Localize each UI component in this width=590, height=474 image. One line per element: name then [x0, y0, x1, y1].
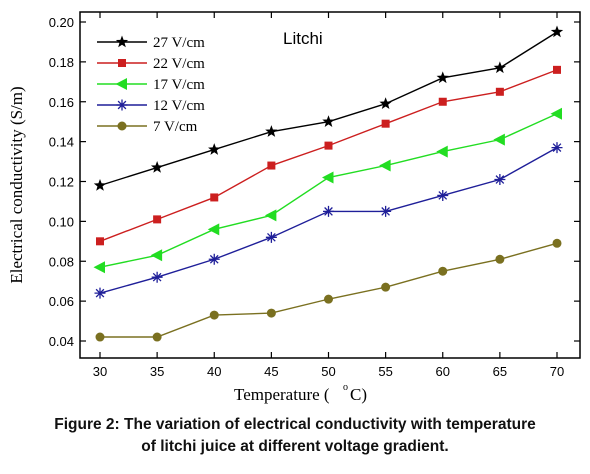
data-point: [380, 205, 392, 217]
x-tick-label: 55: [378, 364, 392, 379]
series-line-2: [99, 113, 558, 268]
data-point: [324, 141, 333, 150]
y-axis-label: Electrical conductivity (S/m): [7, 86, 26, 283]
data-point: [550, 107, 562, 120]
data-point: [436, 71, 449, 84]
series-line-3: [99, 146, 558, 294]
data-point: [267, 161, 276, 170]
chart-annotation: Litchi: [283, 29, 323, 48]
y-tick-label: 0.18: [49, 55, 74, 70]
data-point: [266, 308, 276, 318]
data-point: [552, 238, 562, 248]
y-tick-label: 0.04: [49, 334, 74, 349]
line-chart: 30 35 40 45 50 55 60 65 70 0.04 0.06 0.08 0.10 0.12 0.…: [7, 11, 581, 404]
y-tick-label: 0.12: [49, 175, 74, 190]
y-tick-label: 0.16: [49, 95, 74, 110]
data-point: [493, 133, 505, 146]
legend-label: 27 V/cm: [153, 35, 205, 51]
x-tick-label: 45: [264, 364, 278, 379]
legend-label: 7 V/cm: [153, 119, 198, 135]
data-point: [151, 271, 163, 283]
data-point: [493, 61, 507, 74]
data-point: [96, 237, 104, 246]
data-point: [553, 65, 561, 74]
y-tick-label: 0.08: [49, 254, 74, 269]
y-tick-label: 0.20: [49, 15, 74, 30]
legend-label: 17 V/cm: [153, 77, 205, 93]
x-tick-label: 40: [207, 364, 221, 379]
y-tick-label: 0.14: [49, 135, 74, 150]
data-point: [265, 125, 278, 137]
y-tick-label: 0.06: [49, 294, 74, 309]
data-point: [265, 231, 277, 243]
data-point: [153, 215, 162, 224]
data-point: [550, 25, 564, 38]
data-point: [210, 193, 219, 202]
data-point: [437, 189, 449, 201]
x-axis-label-degree: o: [343, 382, 348, 393]
data-point: [436, 145, 448, 158]
legend-marker: [115, 78, 127, 90]
data-point: [495, 254, 505, 264]
data-point: [95, 332, 105, 342]
x-tick-label: 65: [493, 364, 507, 379]
x-axis-label: Temperature (: [234, 385, 330, 404]
data-point: [209, 310, 219, 320]
data-point: [93, 178, 107, 191]
data-point: [152, 332, 162, 342]
legend-label: 22 V/cm: [153, 56, 205, 72]
data-point: [438, 266, 448, 276]
data-point: [93, 261, 105, 274]
data-point: [264, 209, 277, 222]
legend-marker: [115, 35, 129, 48]
legend-label: 12 V/cm: [153, 98, 205, 114]
data-point: [379, 159, 391, 172]
data-point: [322, 171, 334, 184]
x-tick-label: 50: [321, 364, 335, 379]
y-tick-label: 0.10: [49, 214, 74, 229]
legend-marker: [116, 99, 128, 111]
legend-marker: [118, 59, 126, 67]
data-point: [323, 205, 334, 217]
caption-line-1: Figure 2: The variation of electrical co…: [54, 416, 536, 433]
data-point: [150, 161, 164, 173]
data-point: [324, 294, 333, 304]
data-point: [379, 97, 392, 109]
figure-caption: Figure 2: The variation of electrical co…: [0, 414, 590, 458]
plot-frame: [79, 11, 581, 359]
data-point: [494, 174, 506, 186]
data-point: [551, 142, 563, 154]
x-tick-label: 70: [550, 364, 564, 379]
data-point: [381, 119, 390, 128]
data-point: [495, 87, 504, 96]
legend-marker: [117, 121, 127, 131]
data-point: [322, 115, 335, 127]
x-tick-label: 30: [93, 364, 107, 379]
x-tick-label: 35: [150, 364, 164, 379]
series-line-4: [100, 242, 558, 338]
caption-line-2: of litchi juice at different voltage gra…: [141, 438, 449, 455]
data-point: [150, 249, 163, 262]
data-point: [438, 97, 447, 106]
data-point: [94, 287, 106, 299]
x-tick-label: 60: [436, 364, 450, 379]
x-axis-label-unit: C): [350, 385, 367, 404]
data-point: [208, 143, 221, 155]
data-point: [208, 253, 220, 265]
data-point: [207, 223, 220, 236]
data-point: [381, 282, 391, 292]
